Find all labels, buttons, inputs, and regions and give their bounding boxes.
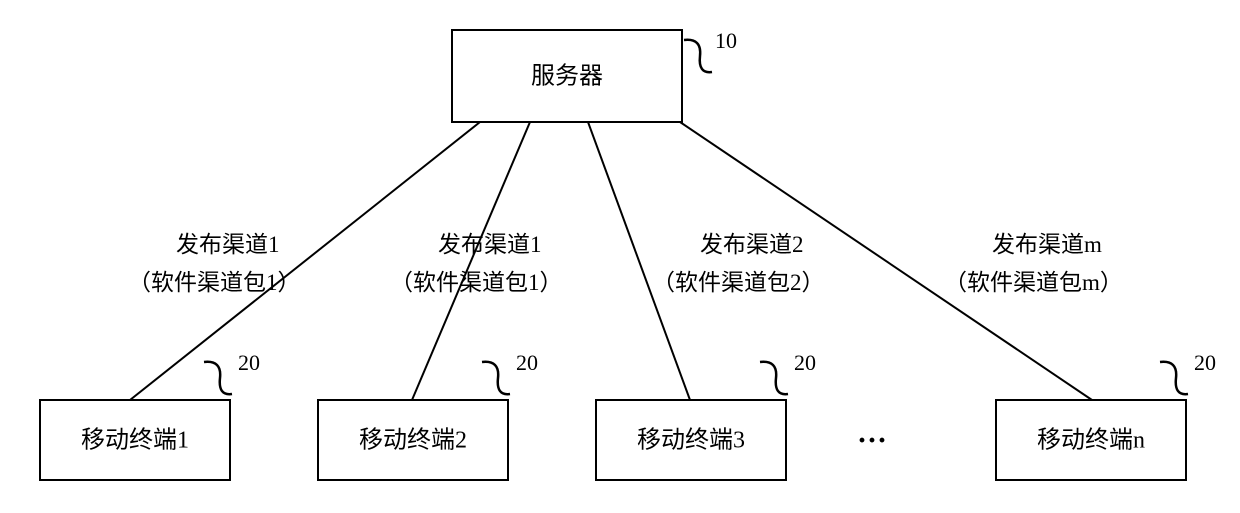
edge-3-label2: （软件渠道包2） bbox=[652, 270, 825, 295]
terminal-4: 移动终端n 20 bbox=[996, 350, 1216, 480]
edge-4-label2: （软件渠道包m） bbox=[944, 270, 1123, 295]
edge-2 bbox=[412, 122, 530, 400]
edges: 发布渠道1 （软件渠道包1） 发布渠道1 （软件渠道包1） 发布渠道2 （软件渠道包2） 发… bbox=[128, 122, 1123, 400]
terminal-1-label: 移动终端1 bbox=[81, 427, 189, 454]
terminals: 移动终端1 20 移动终端2 20 移动终端3 20 移动终端n 20 bbox=[40, 350, 1216, 480]
terminal-3-ref: 20 bbox=[794, 350, 816, 375]
edge-4 bbox=[680, 122, 1092, 400]
edge-1-label2: （软件渠道包1） bbox=[128, 270, 301, 295]
terminal-2: 移动终端2 20 bbox=[318, 350, 538, 480]
edge-2-label2: （软件渠道包1） bbox=[390, 270, 563, 295]
terminal-2-label: 移动终端2 bbox=[359, 427, 467, 454]
terminal-2-ref-curl bbox=[482, 362, 510, 394]
terminal-3: 移动终端3 20 bbox=[596, 350, 816, 480]
terminal-4-label: 移动终端n bbox=[1037, 427, 1145, 454]
terminal-1-ref-curl bbox=[204, 362, 232, 394]
edge-3-label1: 发布渠道2 bbox=[700, 232, 804, 257]
server-ref-curl bbox=[684, 40, 712, 72]
architecture-diagram: 服务器 10 发布渠道1 （软件渠道包1） 发布渠道1 （软件渠道包1） 发布渠道2 （软… bbox=[0, 0, 1240, 513]
terminal-3-ref-curl bbox=[760, 362, 788, 394]
terminal-4-ref: 20 bbox=[1194, 350, 1216, 375]
ellipsis: ··· bbox=[857, 424, 887, 457]
edge-2-label1: 发布渠道1 bbox=[438, 232, 542, 257]
server-ref: 10 bbox=[715, 28, 737, 53]
server-label: 服务器 bbox=[531, 63, 603, 90]
edge-1 bbox=[130, 122, 480, 400]
server-node: 服务器 10 bbox=[452, 28, 737, 122]
terminal-2-ref: 20 bbox=[516, 350, 538, 375]
edge-3 bbox=[588, 122, 690, 400]
edge-1-label1: 发布渠道1 bbox=[176, 232, 280, 257]
terminal-4-ref-curl bbox=[1160, 362, 1188, 394]
terminal-1: 移动终端1 20 bbox=[40, 350, 260, 480]
terminal-3-label: 移动终端3 bbox=[637, 427, 745, 454]
terminal-1-ref: 20 bbox=[238, 350, 260, 375]
edge-4-label1: 发布渠道m bbox=[992, 232, 1102, 257]
